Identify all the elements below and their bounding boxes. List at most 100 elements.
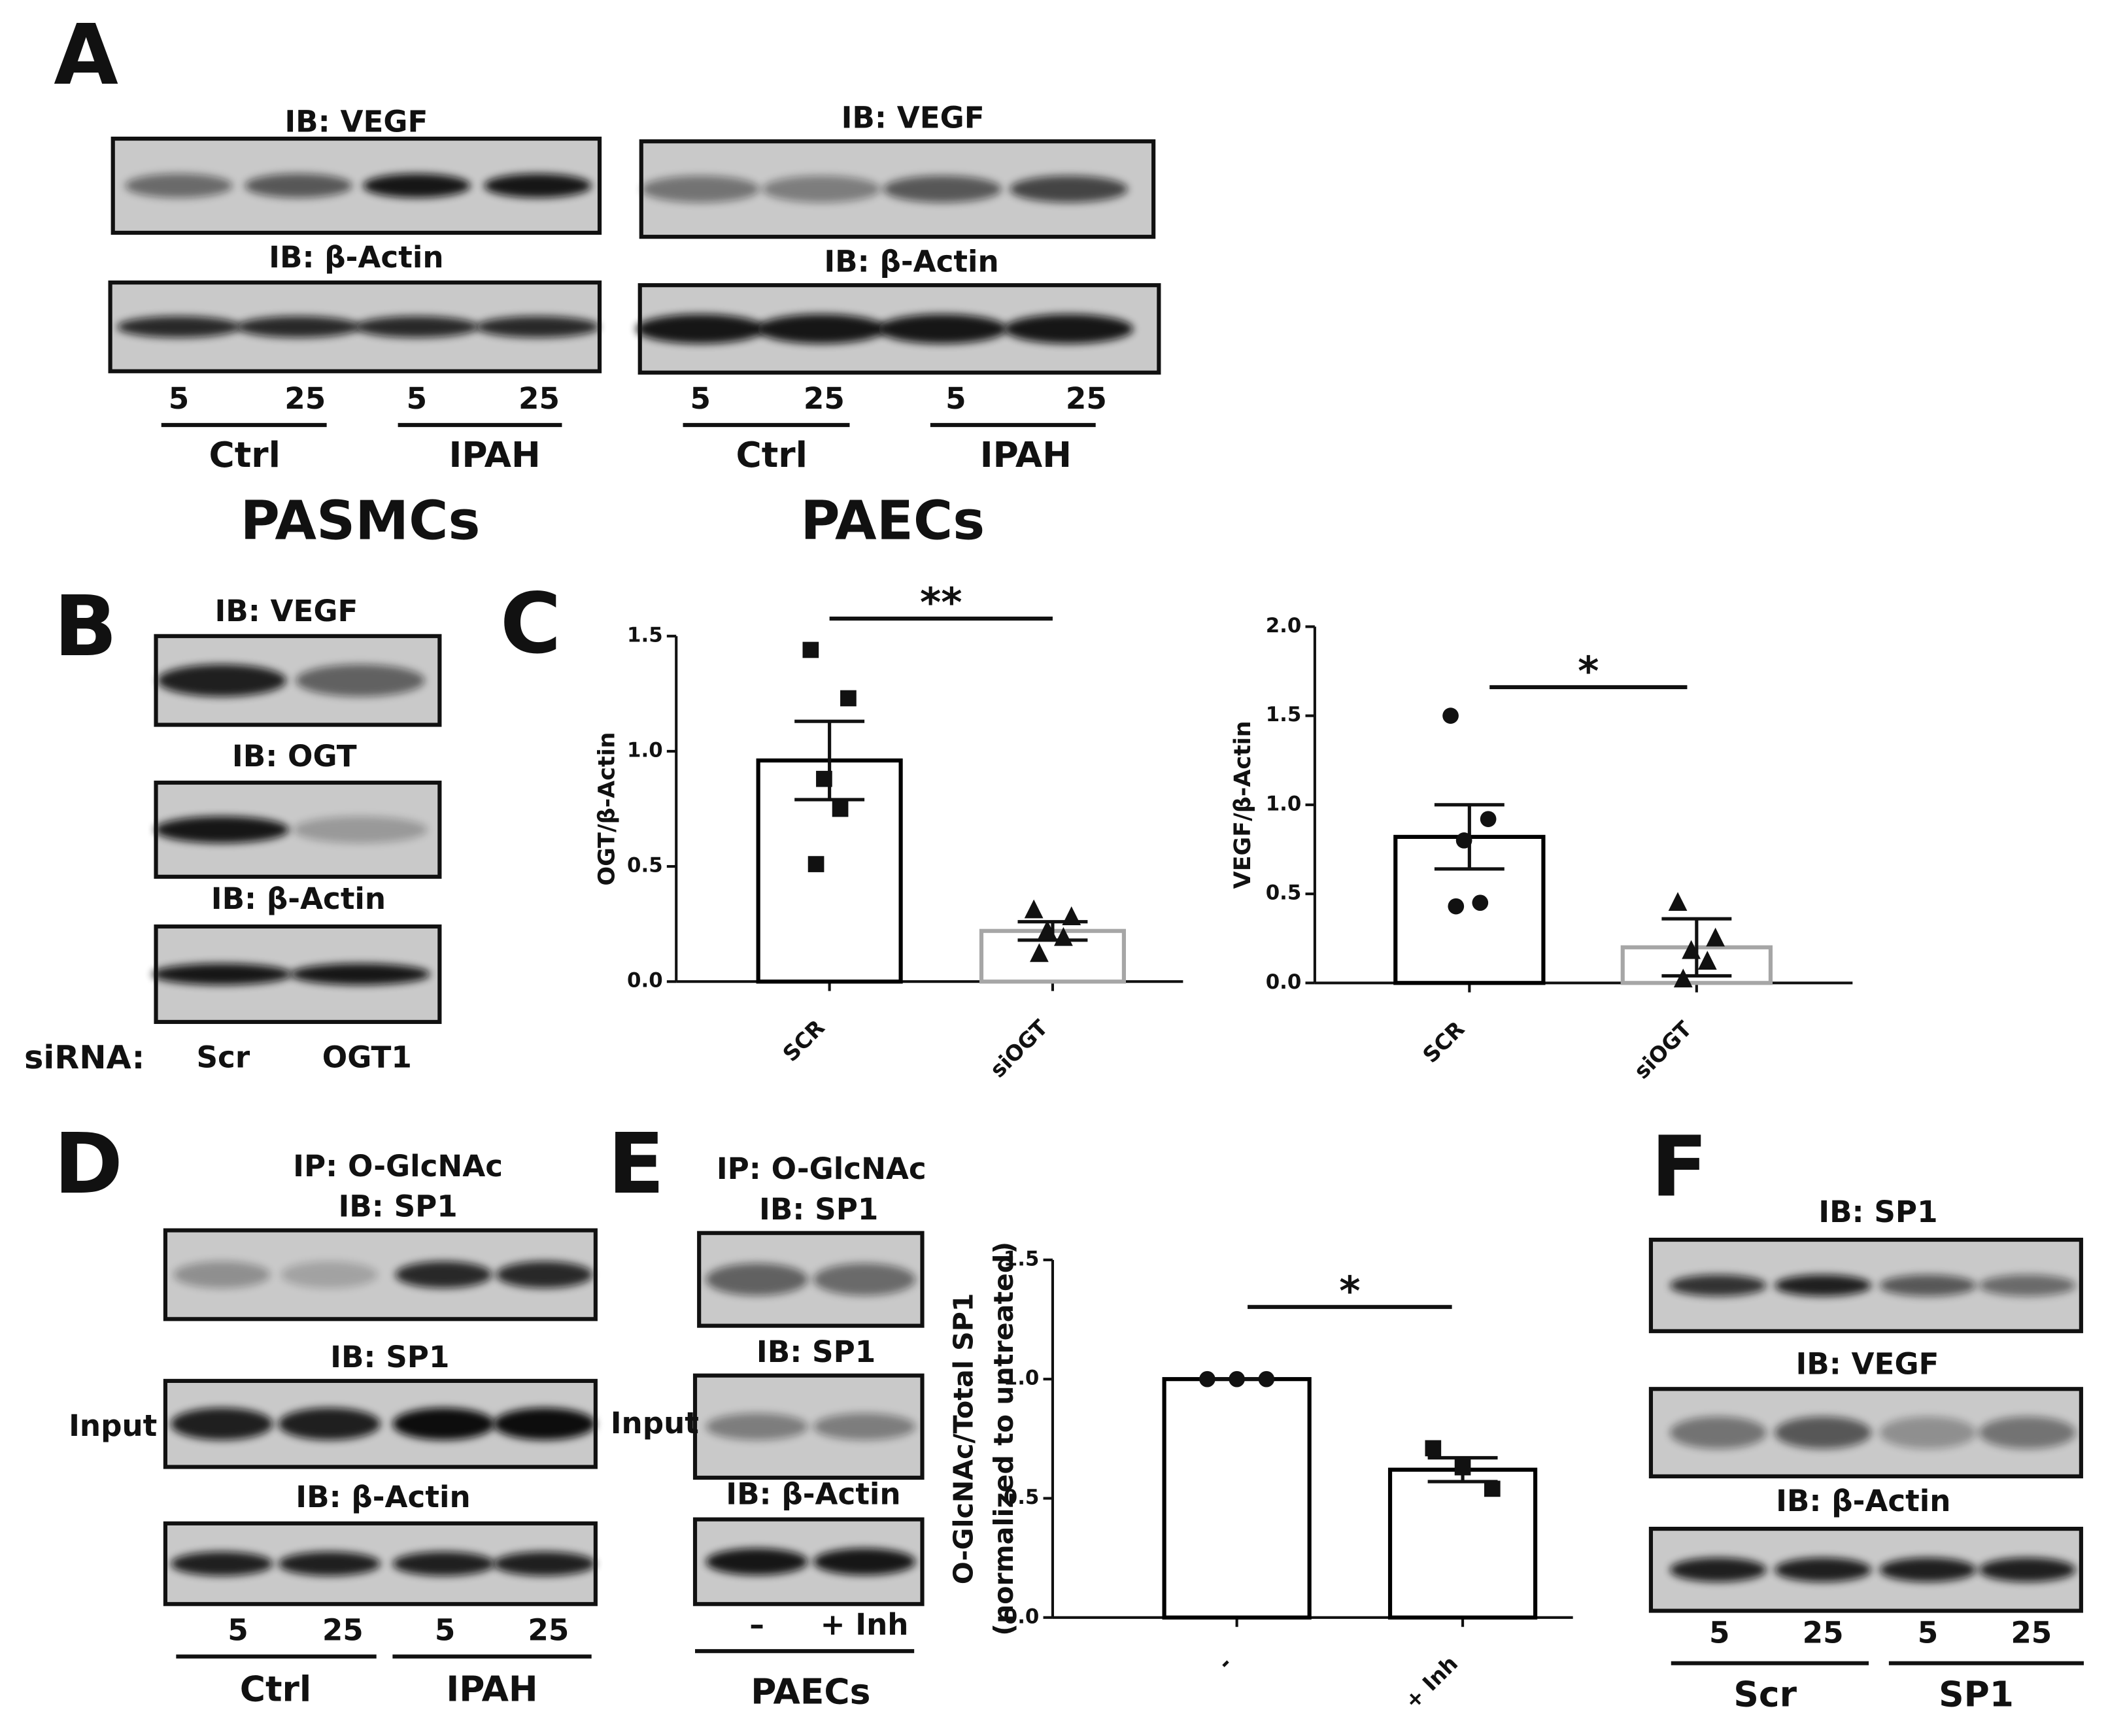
data-point	[832, 800, 849, 817]
panel-label: A	[54, 7, 118, 104]
blot-label: IB: SP1	[1818, 1195, 1937, 1229]
significance-label: *	[1339, 1267, 1360, 1314]
panel-label: E	[607, 1116, 664, 1213]
panel-label: C	[500, 576, 562, 673]
x-tick-label: siOGT	[985, 1014, 1053, 1082]
blot-band	[1879, 1274, 1977, 1297]
blot-frame	[163, 1228, 598, 1321]
lane-label: 25	[322, 1612, 364, 1647]
lane-label: 5	[690, 381, 711, 416]
blot-band	[1879, 1416, 1977, 1449]
lane-label: Scr	[196, 1040, 250, 1074]
blot-band	[1010, 175, 1129, 203]
blot-band	[1979, 1557, 2076, 1582]
group-label: SP1	[1939, 1674, 2014, 1715]
x-tick-label: SCR	[777, 1015, 829, 1066]
blot-band	[496, 1261, 593, 1289]
blot-band	[813, 1548, 916, 1576]
blot-band	[756, 314, 886, 344]
panel-label: B	[54, 579, 117, 675]
data-point	[1199, 1370, 1216, 1387]
blot-band	[1669, 1274, 1767, 1297]
blot-band	[296, 664, 425, 697]
data-point	[1454, 1459, 1471, 1476]
data-point	[1480, 811, 1497, 827]
blot-band	[395, 1261, 492, 1289]
data-point	[1229, 1370, 1245, 1387]
blot-band	[1979, 1416, 2076, 1449]
panel-label: D	[54, 1116, 123, 1213]
y-tick-label: 1.5	[1004, 1247, 1040, 1270]
blot-frame	[154, 780, 442, 879]
group-label: Scr	[1733, 1674, 1797, 1715]
blot-label: IB: β-Actin	[269, 240, 443, 275]
panel-label: F	[1651, 1119, 1708, 1216]
lane-label: 25	[2011, 1616, 2052, 1650]
blot-frame	[692, 1373, 925, 1480]
lane-label: 25	[284, 381, 326, 416]
group-label: Ctrl	[209, 434, 280, 475]
lane-label: 5	[407, 381, 427, 416]
x-tick-label: siOGT	[1629, 1015, 1697, 1083]
blot-label: IB: VEGF	[214, 594, 358, 628]
blot-label: IB: β-Actin	[296, 1480, 470, 1514]
data-point	[1682, 940, 1701, 959]
blot-label: IP: O-GlcNAc	[717, 1151, 926, 1186]
significance-label: **	[920, 579, 962, 626]
y-tick-label: 1.0	[1266, 792, 1302, 815]
group-label: PAECs	[751, 1671, 870, 1712]
y-tick-label: 1.5	[627, 623, 663, 647]
y-tick-label: 1.0	[1004, 1367, 1040, 1390]
y-axis-label: OGT/β-Actin	[594, 732, 620, 885]
data-point	[1054, 927, 1073, 946]
blot-band	[278, 1552, 381, 1576]
blot-band	[171, 1552, 273, 1576]
blot-band	[125, 173, 233, 198]
blot-label: IP: O-GlcNAc	[293, 1149, 503, 1183]
data-point	[1258, 1370, 1275, 1387]
blot-band	[1775, 1274, 1872, 1297]
error-bar	[1661, 917, 1732, 978]
blot-frame	[154, 924, 442, 1025]
y-tick-label: 0.0	[1004, 1605, 1040, 1628]
blot-band	[154, 816, 290, 843]
lane-label: 5	[1918, 1616, 1938, 1650]
blot-label: IB: SP1	[756, 1335, 876, 1369]
blot-band	[280, 1261, 378, 1289]
lane-label: 25	[1066, 381, 1107, 416]
data-point	[1062, 906, 1081, 925]
blot-band	[171, 1408, 273, 1440]
blot-band	[484, 173, 592, 198]
blot-label: IB: β-Actin	[726, 1477, 900, 1512]
data-point	[1668, 892, 1688, 911]
blot-band	[236, 316, 361, 338]
blot-frame	[692, 1517, 925, 1607]
blot-band	[245, 173, 352, 198]
data-point	[1673, 968, 1693, 988]
y-tick-label: 1.5	[1266, 703, 1302, 726]
blot-label: IB: VEGF	[1795, 1346, 1939, 1381]
blot-band	[1004, 314, 1134, 344]
blot-frame	[163, 1378, 598, 1469]
blot-label: IB: VEGF	[284, 104, 428, 139]
blot-band	[152, 963, 292, 985]
data-point	[1038, 920, 1057, 940]
row-label: siRNA:	[24, 1038, 144, 1076]
blot-band	[813, 1413, 916, 1440]
blot-frame	[638, 283, 1161, 375]
blot-band	[1775, 1416, 1872, 1449]
input-label: Input	[611, 1406, 699, 1440]
blot-frame	[1648, 1387, 2083, 1478]
lane-label: 25	[518, 381, 560, 416]
blot-band	[493, 1552, 596, 1576]
y-axis-label: (normalized to untreated)	[988, 1242, 1019, 1636]
lane-label: 5	[169, 381, 189, 416]
blot-band	[641, 175, 760, 203]
blot-frame	[1648, 1527, 2083, 1613]
group-label: IPAH	[449, 434, 541, 475]
blot-band	[762, 175, 881, 203]
blot-band	[1669, 1416, 1767, 1449]
blot-frame	[639, 139, 1156, 239]
